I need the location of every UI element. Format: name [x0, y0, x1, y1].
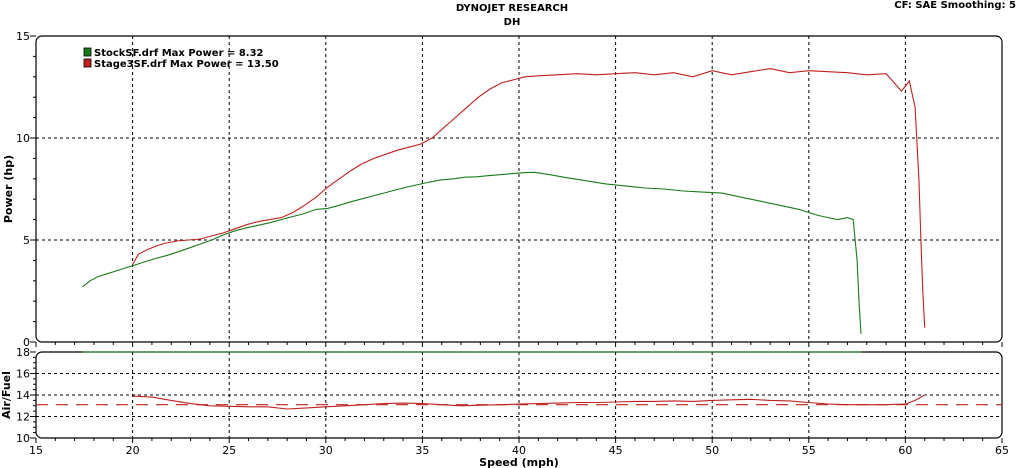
- y-tick-label: 0: [23, 336, 30, 349]
- y-tick-label: 10: [16, 132, 30, 145]
- y-axis-label: Air/Fuel: [0, 371, 13, 419]
- x-tick-label: 15: [29, 444, 43, 457]
- y-axis-label: Power (hp): [2, 155, 15, 223]
- x-tick-label: 65: [995, 444, 1009, 457]
- y-tick-label: 5: [23, 234, 30, 247]
- series-line-stock: [82, 171, 862, 334]
- x-tick-label: 40: [512, 444, 526, 457]
- x-tick-label: 35: [415, 444, 429, 457]
- legend-swatch: [83, 47, 92, 57]
- legend-entry: Stage3SF.drf Max Power = 13.50: [94, 59, 279, 70]
- x-tick-label: 50: [705, 444, 719, 457]
- y-tick-label: 16: [16, 368, 30, 381]
- y-tick-label: 15: [16, 30, 30, 43]
- legend-entry: StockSF.drf Max Power = 8.32: [94, 48, 264, 59]
- x-tick-label: 30: [319, 444, 333, 457]
- legend-swatch: [83, 58, 92, 68]
- x-tick-label: 45: [609, 444, 623, 457]
- x-axis-label: Speed (mph): [479, 456, 559, 468]
- y-tick-label: 12: [16, 411, 30, 424]
- x-tick-label: 60: [898, 444, 912, 457]
- y-tick-label: 18: [16, 346, 30, 359]
- correction-factor-label: CF: SAE Smoothing: 5: [894, 0, 1016, 11]
- x-tick-label: 55: [802, 444, 816, 457]
- chart-title: DYNOJET RESEARCH: [455, 3, 569, 14]
- series-line-stage3: [132, 68, 926, 328]
- chart-subtitle: DH: [503, 17, 521, 28]
- x-tick-label: 20: [126, 444, 140, 457]
- y-tick-label: 14: [16, 389, 30, 402]
- series-line-stage3: [132, 394, 925, 410]
- x-tick-label: 25: [222, 444, 236, 457]
- y-tick-label: 10: [16, 432, 30, 445]
